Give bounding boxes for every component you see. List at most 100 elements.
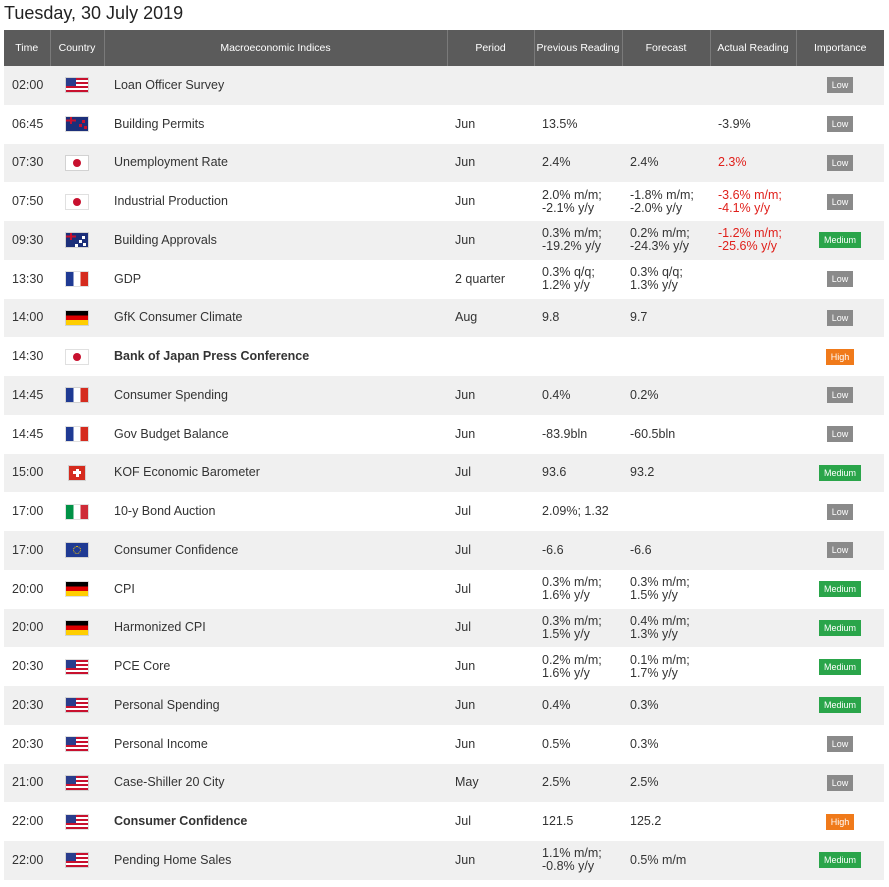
event-period: Jun xyxy=(455,387,476,402)
actual-reading xyxy=(710,66,796,105)
event-name: Pending Home Sales xyxy=(114,852,232,867)
importance-badge: Low xyxy=(826,503,854,520)
previous-reading: 0.3% m/m; 1.5% y/y xyxy=(542,613,602,641)
actual-reading xyxy=(710,686,796,725)
importance-cell: Low xyxy=(796,376,884,415)
forecast-value: 0.3% m/m; 1.5% y/y xyxy=(630,575,690,603)
table-row[interactable]: 14:30 Bank of Japan Press Conference High xyxy=(4,337,884,376)
country-cell xyxy=(50,260,104,299)
event-time: 17:00 xyxy=(12,542,44,557)
table-row[interactable]: 09:30 Building Approvals Jun 0.3% m/m; -19.2… xyxy=(4,221,884,260)
actual-reading xyxy=(710,647,796,686)
table-row[interactable]: 17:00 Consumer Confidence Jul -6.6 -6.6 Low xyxy=(4,531,884,570)
previous-reading: 2.09%; 1.32 xyxy=(542,504,609,519)
table-row[interactable]: 22:00 Consumer Confidence Jul 121.5 125.2 Hig… xyxy=(4,802,884,841)
importance-cell: Low xyxy=(796,415,884,454)
importance-badge: Medium xyxy=(818,581,861,598)
table-row[interactable]: 13:30 GDP 2 quarter 0.3% q/q; 1.2% y/y 0.3% q… xyxy=(4,259,884,299)
forecast-value xyxy=(622,337,710,376)
previous-reading: 0.3% q/q; 1.2% y/y xyxy=(542,265,595,293)
table-row[interactable]: 15:00 KOF Economic Barometer Jul 93.6 93.2 Me… xyxy=(4,453,884,493)
flag-us-icon xyxy=(66,737,88,752)
importance-cell: Medium xyxy=(796,647,884,686)
event-period: Jun xyxy=(455,426,476,441)
actual-reading xyxy=(710,415,796,454)
col-header-period: Period xyxy=(447,30,535,66)
importance-badge: Medium xyxy=(818,232,861,249)
previous-reading: 9.8 xyxy=(542,310,560,325)
actual-reading xyxy=(710,531,796,570)
country-cell xyxy=(50,725,104,764)
country-cell xyxy=(50,609,104,648)
table-row[interactable]: 20:30 Personal Income Jun 0.5% 0.3% Low xyxy=(4,724,884,764)
actual-reading xyxy=(710,609,796,648)
flag-us-icon xyxy=(66,775,88,790)
actual-reading: -3.9% xyxy=(718,116,751,131)
table-row[interactable]: 02:00 Loan Officer Survey Low xyxy=(4,66,884,105)
table-row[interactable]: 20:00 Harmonized CPI Jul 0.3% m/m; 1.5% y/y 0… xyxy=(4,608,884,648)
table-row[interactable]: 20:30 Personal Spending Jun 0.4% 0.3% Medium xyxy=(4,686,884,725)
flag-us-icon xyxy=(66,659,88,674)
table-row[interactable]: 06:45 Building Permits Jun 13.5% -3.9% Low xyxy=(4,104,884,144)
table-row[interactable]: 21:00 Case-Shiller 20 City May 2.5% 2.5% Low xyxy=(4,763,884,803)
importance-badge: Low xyxy=(826,154,854,171)
event-period: Jul xyxy=(455,814,471,829)
event-name: Unemployment Rate xyxy=(114,155,228,170)
table-row[interactable]: 14:45 Consumer Spending Jun 0.4% 0.2% Low xyxy=(4,376,884,415)
event-name: Personal Income xyxy=(114,736,208,751)
flag-us-icon xyxy=(66,78,88,93)
importance-badge: Low xyxy=(826,77,854,94)
importance-cell: Low xyxy=(796,299,884,338)
country-cell xyxy=(50,686,104,725)
actual-reading: -3.6% m/m; -4.1% y/y xyxy=(718,187,782,215)
country-cell xyxy=(50,802,104,841)
forecast-value xyxy=(622,105,710,144)
table-row[interactable]: 20:30 PCE Core Jun 0.2% m/m; 1.6% y/y 0.1% m/… xyxy=(4,647,884,686)
table-row[interactable]: 14:45 Gov Budget Balance Jun -83.9bln -60.5b… xyxy=(4,414,884,454)
flag-eu-icon xyxy=(66,543,88,558)
importance-cell: Medium xyxy=(796,686,884,725)
event-time: 21:00 xyxy=(12,775,44,790)
event-period: May xyxy=(455,775,479,790)
event-name: Bank of Japan Press Conference xyxy=(114,349,310,364)
table-row[interactable]: 07:50 Industrial Production Jun 2.0% m/m; -2… xyxy=(4,182,884,221)
previous-reading: -83.9bln xyxy=(542,426,588,441)
col-header-previous: Previous Reading xyxy=(534,30,623,66)
forecast-value xyxy=(622,66,710,105)
event-time: 17:00 xyxy=(12,504,44,519)
table-row[interactable]: 14:00 GfK Consumer Climate Aug 9.8 9.7 Low xyxy=(4,298,884,338)
table-row[interactable]: 17:00 10-y Bond Auction Jul 2.09%; 1.32 Low xyxy=(4,492,884,531)
importance-badge: Low xyxy=(826,774,854,791)
flag-jp-icon xyxy=(66,155,88,170)
importance-cell: Low xyxy=(796,66,884,105)
forecast-value: 0.2% m/m; -24.3% y/y xyxy=(630,226,690,254)
event-name: Case-Shiller 20 City xyxy=(114,775,225,790)
event-time: 22:00 xyxy=(12,814,44,829)
importance-cell: Medium xyxy=(796,221,884,260)
importance-cell: Medium xyxy=(796,454,884,493)
actual-reading xyxy=(710,299,796,338)
importance-cell: Low xyxy=(796,182,884,221)
importance-badge: Medium xyxy=(818,852,861,869)
previous-reading: 0.2% m/m; 1.6% y/y xyxy=(542,652,602,680)
event-time: 20:00 xyxy=(12,581,44,596)
event-name: KOF Economic Barometer xyxy=(114,465,260,480)
forecast-value: 93.2 xyxy=(630,465,655,480)
event-name: CPI xyxy=(114,581,135,596)
flag-nz-icon xyxy=(66,117,88,132)
event-period: Jun xyxy=(455,659,476,674)
forecast-value: 0.1% m/m; 1.7% y/y xyxy=(630,652,690,680)
table-row[interactable]: 20:00 CPI Jul 0.3% m/m; 1.6% y/y 0.3% m/m; 1.5… xyxy=(4,569,884,609)
country-cell xyxy=(50,182,104,221)
table-row[interactable]: 22:00 Pending Home Sales Jun 1.1% m/m; -0.8%… xyxy=(4,841,884,880)
importance-badge: Medium xyxy=(818,464,861,481)
event-period: Jun xyxy=(455,194,476,209)
event-time: 07:30 xyxy=(12,155,44,170)
country-cell xyxy=(50,144,104,183)
actual-reading: -1.2% m/m; -25.6% y/y xyxy=(718,226,782,254)
importance-cell: Low xyxy=(796,105,884,144)
event-period: Jun xyxy=(455,116,476,131)
flag-fr-icon xyxy=(66,388,88,403)
importance-badge: Low xyxy=(826,309,854,326)
table-row[interactable]: 07:30 Unemployment Rate Jun 2.4% 2.4% 2.3% Low xyxy=(4,143,884,183)
